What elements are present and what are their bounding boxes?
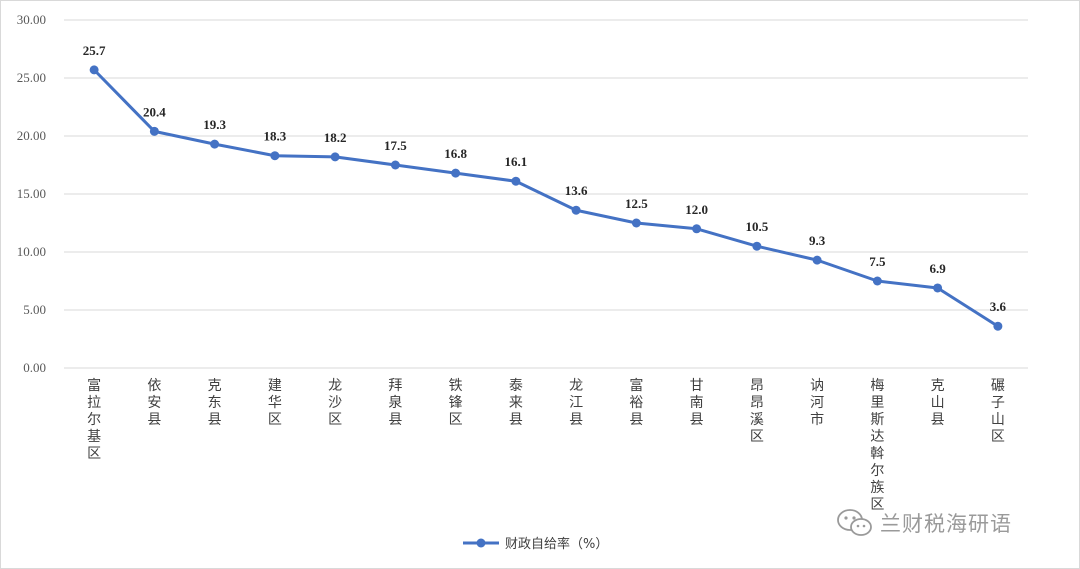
x-tick-label: 依安县 bbox=[147, 378, 161, 428]
data-point bbox=[993, 321, 1003, 331]
data-label: 16.8 bbox=[444, 146, 467, 161]
wechat-icon bbox=[837, 509, 872, 536]
data-label: 3.6 bbox=[990, 299, 1007, 314]
data-point bbox=[270, 151, 280, 161]
x-tick-label: 富裕县 bbox=[629, 377, 643, 428]
y-tick-label: 25.00 bbox=[17, 70, 46, 85]
x-tick-label: 富拉尔基区 bbox=[87, 377, 101, 462]
data-point bbox=[89, 65, 99, 75]
data-label: 25.7 bbox=[83, 43, 106, 58]
data-label: 18.3 bbox=[264, 129, 287, 144]
data-label: 20.4 bbox=[143, 104, 166, 119]
y-tick-label: 5.00 bbox=[23, 302, 46, 317]
data-label: 10.5 bbox=[746, 219, 769, 234]
y-tick-label: 15.00 bbox=[17, 186, 46, 201]
data-point bbox=[511, 176, 521, 186]
data-label: 6.9 bbox=[930, 261, 947, 276]
data-point bbox=[571, 205, 581, 215]
x-tick-label: 铁锋区 bbox=[449, 378, 463, 428]
data-label: 17.5 bbox=[384, 138, 407, 153]
data-point bbox=[451, 168, 461, 178]
watermark-text: 兰财税海研语 bbox=[880, 512, 1012, 536]
x-tick-label: 讷河市 bbox=[810, 378, 824, 428]
x-tick-label: 克山县 bbox=[931, 378, 945, 428]
data-label: 16.1 bbox=[505, 154, 528, 169]
legend-label: 财政自给率（%） bbox=[505, 536, 608, 552]
y-tick-label: 10.00 bbox=[17, 244, 46, 259]
data-point bbox=[390, 160, 400, 170]
data-label: 12.0 bbox=[685, 202, 708, 217]
data-point bbox=[210, 139, 220, 149]
data-label: 9.3 bbox=[809, 233, 826, 248]
x-tick-label: 泰来县 bbox=[509, 378, 523, 428]
x-tick-label: 龙江县 bbox=[569, 378, 583, 428]
data-point bbox=[872, 276, 882, 286]
y-tick-label: 0.00 bbox=[23, 360, 46, 375]
x-tick-label: 克东县 bbox=[208, 378, 222, 428]
x-tick-label: 碾子山区 bbox=[991, 378, 1005, 445]
x-tick-label: 梅里斯达斡尔族区 bbox=[870, 378, 884, 513]
data-point bbox=[631, 218, 641, 228]
data-label: 7.5 bbox=[869, 254, 886, 269]
data-label: 18.2 bbox=[324, 130, 347, 145]
x-tick-label: 甘南县 bbox=[690, 378, 704, 428]
x-tick-label: 龙沙区 bbox=[328, 378, 342, 428]
x-tick-label: 拜泉县 bbox=[388, 378, 402, 428]
data-point bbox=[149, 126, 159, 136]
data-point bbox=[692, 224, 702, 234]
data-point bbox=[812, 255, 822, 265]
x-tick-label: 建华区 bbox=[268, 378, 282, 428]
watermark: 兰财税海研语 bbox=[836, 506, 1012, 540]
data-point bbox=[752, 241, 762, 251]
data-point bbox=[330, 152, 340, 162]
legend-marker bbox=[476, 538, 486, 548]
data-label: 12.5 bbox=[625, 196, 648, 211]
series-line bbox=[93, 68, 999, 328]
y-tick-label: 20.00 bbox=[17, 128, 46, 143]
y-tick-label: 30.00 bbox=[17, 12, 46, 27]
data-label: 13.6 bbox=[565, 183, 588, 198]
x-tick-label: 昂昂溪区 bbox=[750, 378, 764, 445]
data-label: 19.3 bbox=[203, 117, 226, 132]
data-point bbox=[933, 283, 943, 293]
